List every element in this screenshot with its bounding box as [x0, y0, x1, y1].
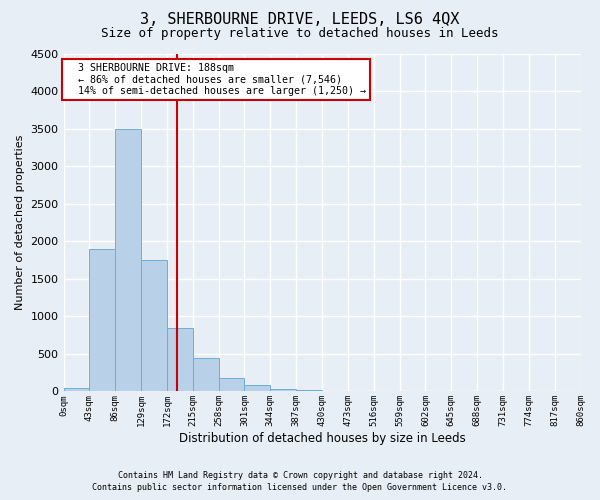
Bar	[218, 378, 244, 392]
Text: 3, SHERBOURNE DRIVE, LEEDS, LS6 4QX: 3, SHERBOURNE DRIVE, LEEDS, LS6 4QX	[140, 12, 460, 28]
Bar	[89, 249, 115, 392]
Text: Contains public sector information licensed under the Open Government Licence v3: Contains public sector information licen…	[92, 484, 508, 492]
Bar	[271, 389, 296, 392]
Bar	[244, 384, 271, 392]
Text: Size of property relative to detached houses in Leeds: Size of property relative to detached ho…	[101, 28, 499, 40]
Bar	[193, 358, 218, 392]
Bar	[115, 129, 141, 392]
Bar	[141, 260, 167, 392]
Text: Contains HM Land Registry data © Crown copyright and database right 2024.: Contains HM Land Registry data © Crown c…	[118, 471, 482, 480]
Bar	[296, 390, 322, 392]
Bar	[64, 388, 89, 392]
Y-axis label: Number of detached properties: Number of detached properties	[15, 135, 25, 310]
X-axis label: Distribution of detached houses by size in Leeds: Distribution of detached houses by size …	[179, 432, 466, 445]
Bar	[167, 328, 193, 392]
Text: 3 SHERBOURNE DRIVE: 188sqm
  ← 86% of detached houses are smaller (7,546)
  14% : 3 SHERBOURNE DRIVE: 188sqm ← 86% of deta…	[66, 63, 366, 96]
